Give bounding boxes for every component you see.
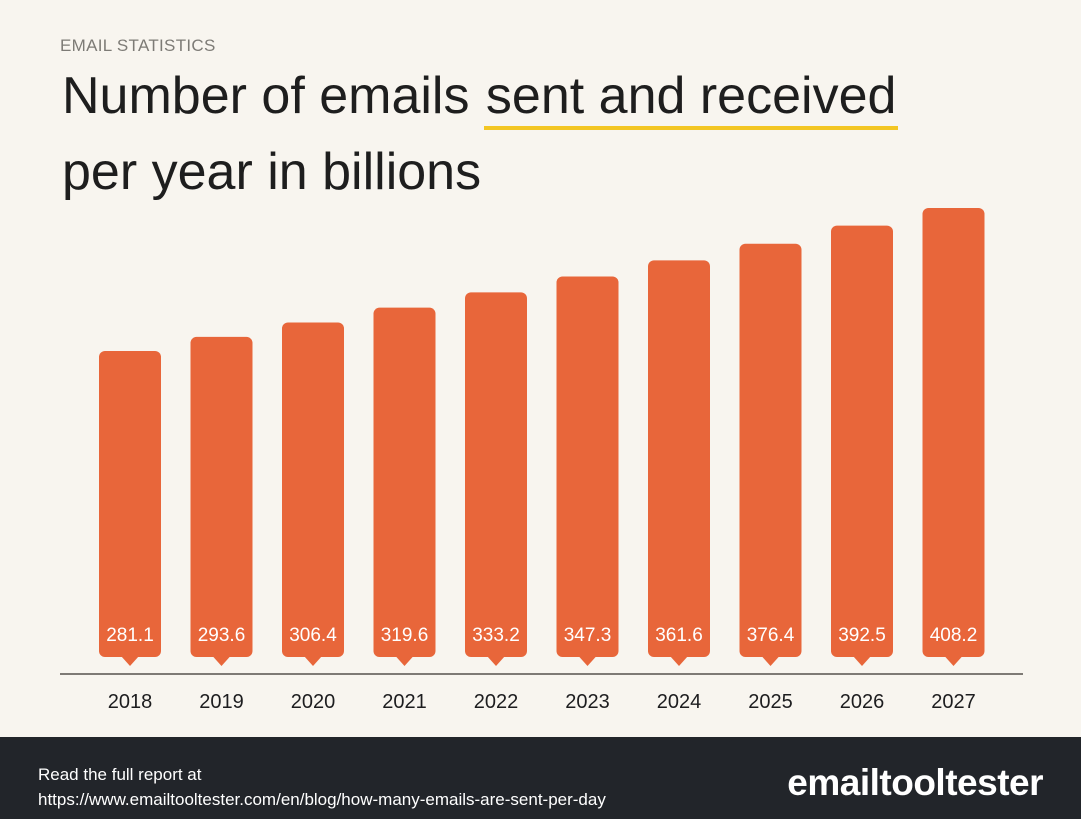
bar-rect [190,336,253,657]
bar-2024: 361.6 [648,260,710,666]
report-link[interactable]: https://www.emailtooltester.com/en/blog/… [38,790,606,809]
title-part1: Number of emails [62,67,484,125]
bar-rect [373,307,436,657]
data-label: 333.2 [472,625,520,646]
data-label: 306.4 [289,625,337,646]
bar-2026: 392.5 [831,225,893,666]
data-label: 408.2 [930,625,978,646]
bar-pointer [761,656,780,666]
footer-notch [676,737,746,762]
bar-pointer [944,656,963,666]
data-label: 361.6 [655,625,703,646]
bar-2018: 281.1 [99,351,161,666]
bar-2022: 333.2 [465,292,527,666]
bar-2019: 293.6 [190,336,253,666]
data-label: 392.5 [838,625,886,646]
eyebrow-label: EMAIL STATISTICS [60,36,216,55]
bar-pointer [670,656,688,666]
bar-pointer [853,656,871,666]
bar-pointer [578,656,597,666]
x-tick-label: 2022 [474,691,519,713]
bar-rect [648,260,710,657]
x-tick-label: 2021 [382,691,427,713]
bar-2021: 319.6 [373,307,436,666]
data-label: 293.6 [198,625,246,646]
data-label: 376.4 [747,625,795,646]
bar-pointer [395,656,414,666]
data-label: 347.3 [564,625,612,646]
bar-rect [831,225,893,657]
brand-logo: emailtooltester [787,762,1043,803]
bar-pointer [487,656,505,666]
bar-2023: 347.3 [556,276,619,666]
x-tick-label: 2019 [199,691,244,713]
bar-rect [922,208,985,657]
bar-2027: 408.2 [922,208,985,666]
bar-pointer [121,656,139,666]
bar-pointer [212,656,231,666]
data-label: 281.1 [106,625,154,646]
bar-chart: 281.1 2018 293.6 2019 306.4 2020 319.6 2021 333.… [60,208,1023,713]
x-tick-label: 2024 [657,691,702,713]
chart-title: Number of emails sent and received per y… [62,58,1052,210]
bar-2020: 306.4 [282,322,344,666]
bar-rect [282,322,344,657]
footer-bar [0,737,1081,819]
x-tick-label: 2025 [748,691,793,713]
bar-rect [556,276,619,657]
bar-2025: 376.4 [739,243,802,666]
title-line2: per year in billions [62,143,482,201]
bar-rect [739,243,802,657]
data-label: 319.6 [381,625,429,646]
bar-pointer [304,656,322,666]
x-tick-label: 2027 [931,691,976,713]
x-tick-label: 2026 [840,691,885,713]
footer-text: Read the full report at https://www.emai… [38,762,606,812]
footer-line1: Read the full report at [38,765,202,784]
bar-rect [99,351,161,657]
x-tick-label: 2020 [291,691,336,713]
x-tick-label: 2023 [565,691,610,713]
bar-rect [465,292,527,657]
title-highlight: sent and received [483,66,899,130]
x-tick-label: 2018 [108,691,153,713]
